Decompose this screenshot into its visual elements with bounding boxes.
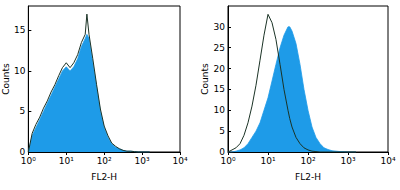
svg-text:10²: 10² [97,156,112,166]
svg-text:10⁴: 10⁴ [380,156,395,166]
svg-text:0: 0 [19,147,26,157]
svg-text:10¹: 10¹ [260,156,275,166]
svg-text:10³: 10³ [135,156,150,166]
svg-text:25: 25 [214,43,225,53]
svg-text:10¹: 10¹ [59,156,74,166]
svg-text:30: 30 [214,22,226,32]
svg-text:15: 15 [214,84,225,94]
svg-text:10³: 10³ [340,156,355,166]
svg-text:20: 20 [214,64,226,74]
svg-text:FL2-H: FL2-H [91,172,117,182]
svg-text:10⁴: 10⁴ [172,156,187,166]
svg-text:10⁰: 10⁰ [220,156,235,166]
svg-text:5: 5 [20,106,26,116]
svg-text:10²: 10² [300,156,315,166]
svg-text:15: 15 [14,25,25,35]
svg-text:10: 10 [214,105,226,115]
svg-text:FL2-H: FL2-H [295,172,321,182]
svg-text:0: 0 [219,147,225,157]
svg-text:Counts: Counts [200,63,210,95]
svg-text:10: 10 [14,66,26,76]
svg-text:10⁰: 10⁰ [21,156,36,166]
svg-text:5: 5 [219,126,225,136]
svg-text:Counts: Counts [1,63,11,95]
